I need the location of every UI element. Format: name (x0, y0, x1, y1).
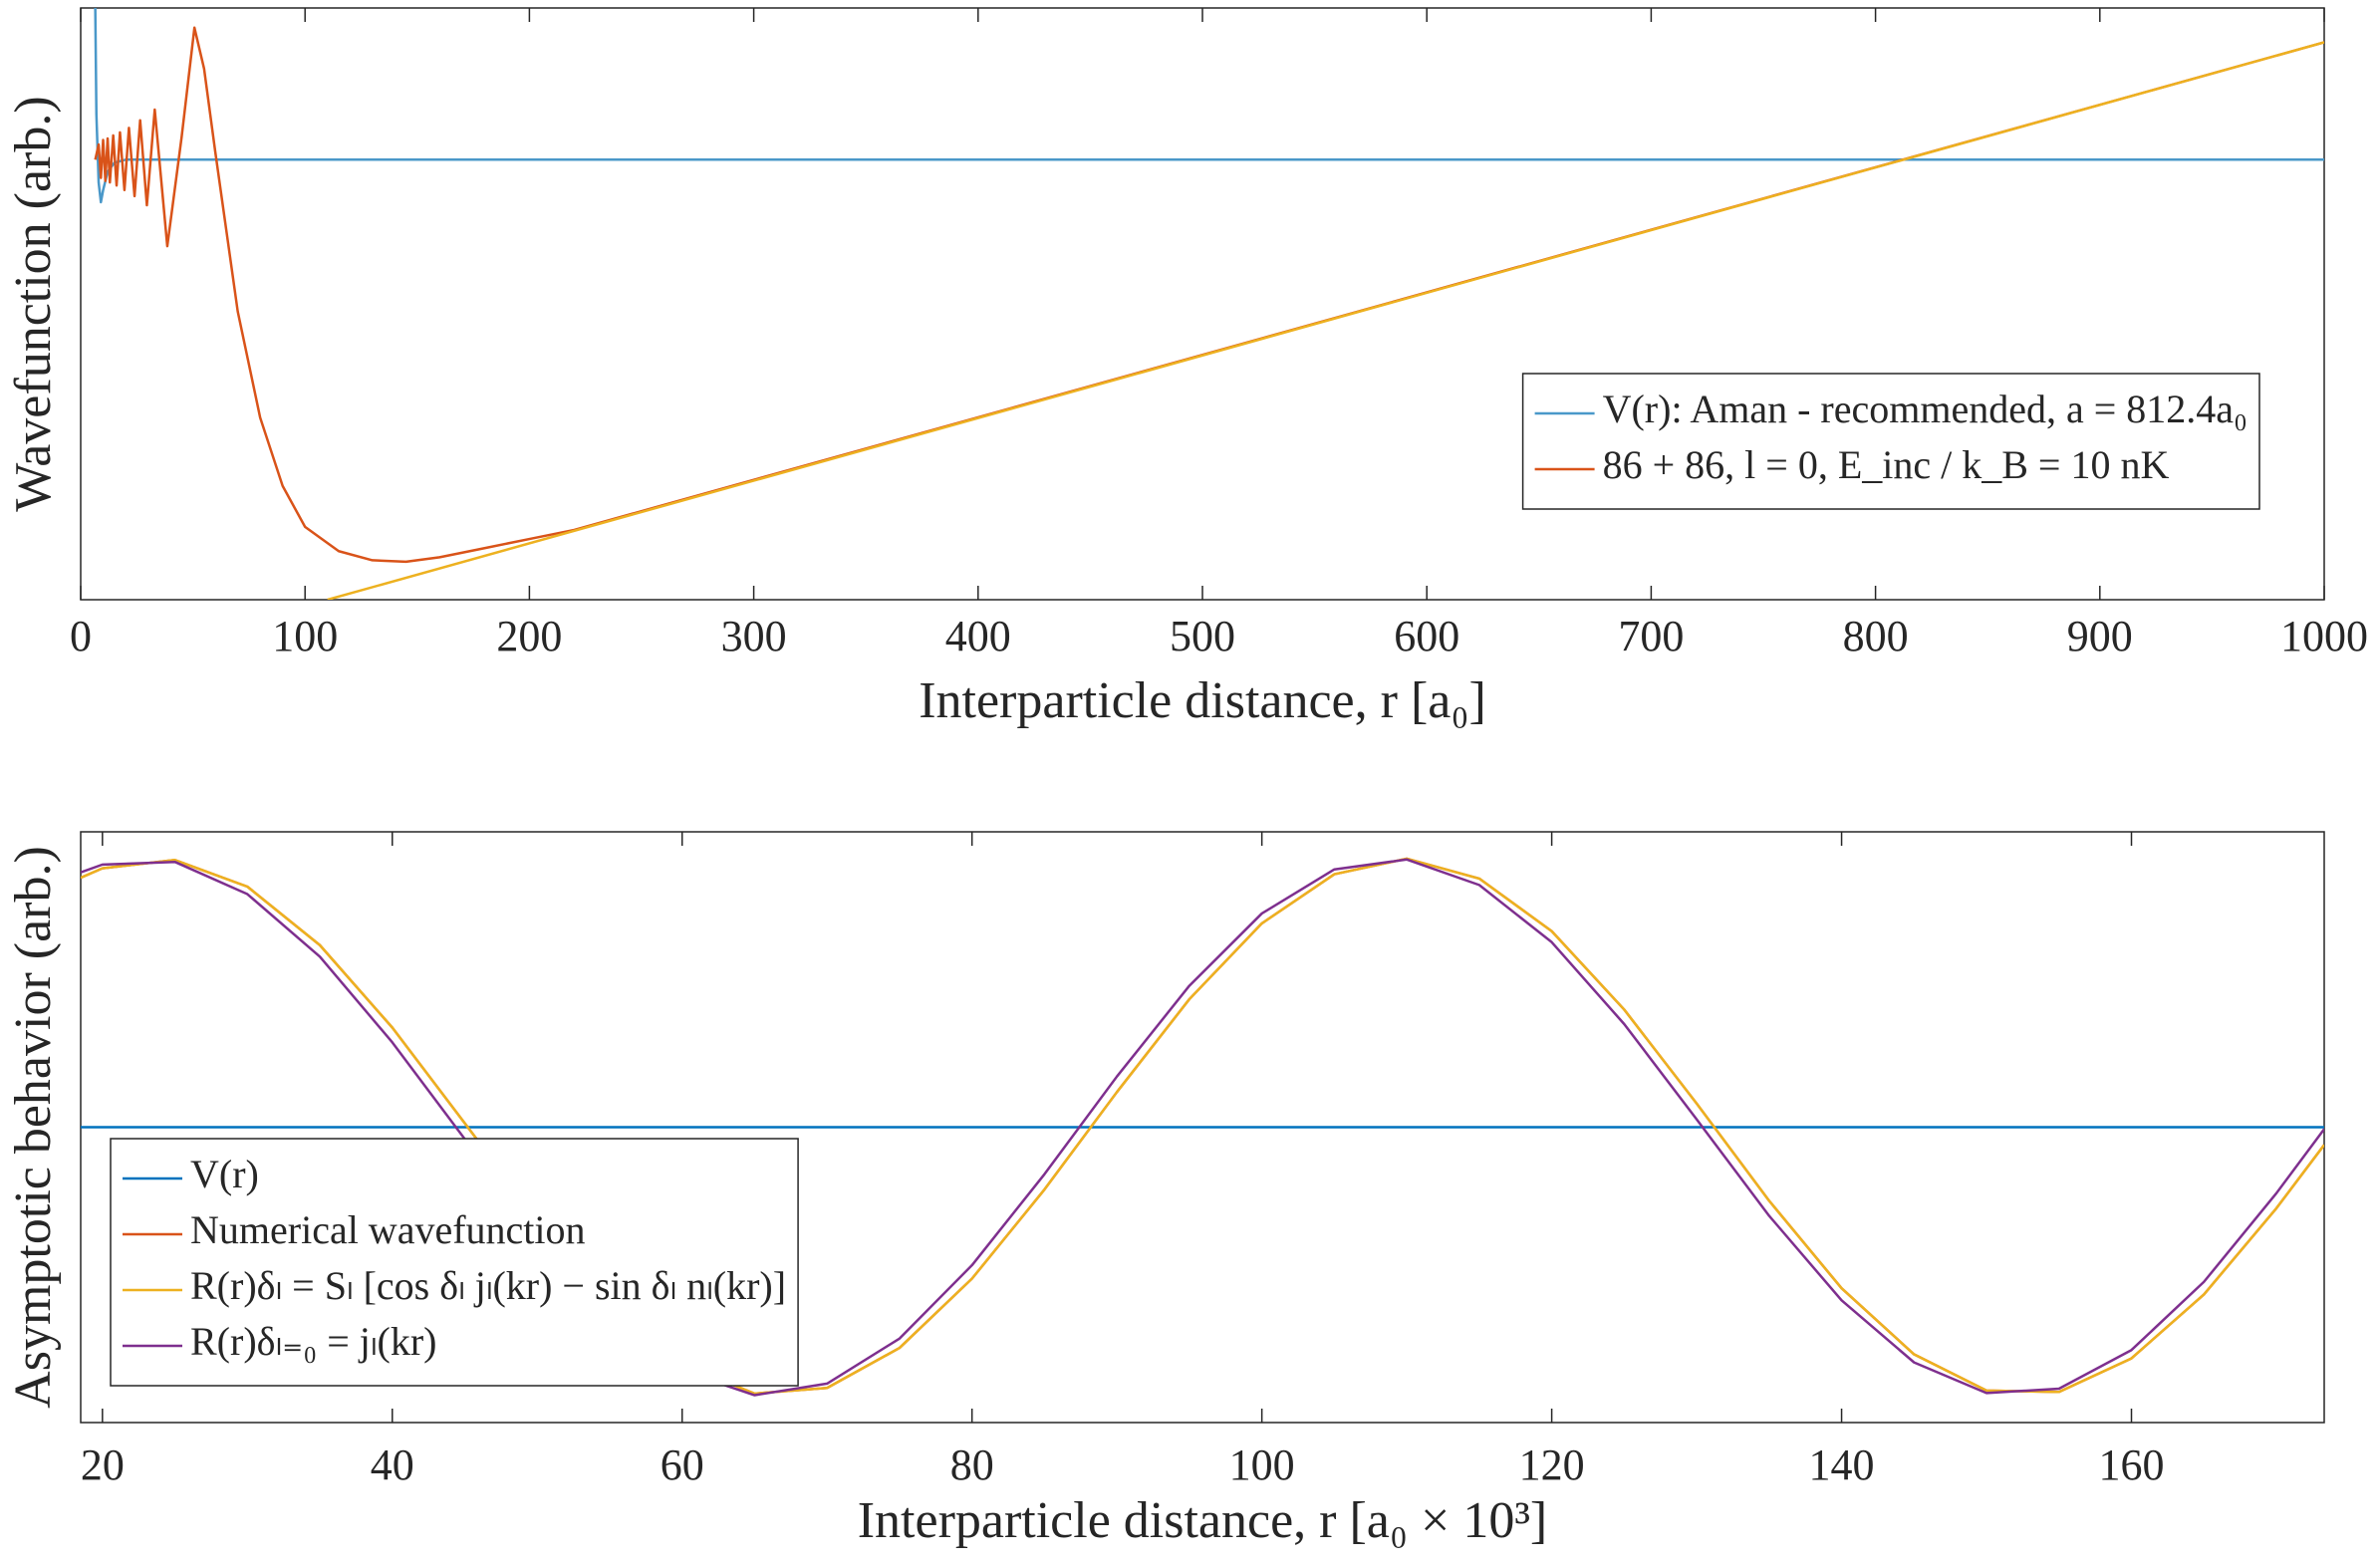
plot-area (80, 7, 2325, 601)
legend-label: 86 + 86, l = 0, E_inc / k_B = 10 nK (1603, 442, 2170, 487)
x-tick-label: 100 (272, 612, 338, 660)
series-group (81, 857, 2324, 1397)
y-axis-label: Asymptotic behavior (arb.) (5, 846, 62, 1409)
data-line (81, 858, 2324, 1397)
x-tick-label: 200 (496, 612, 562, 660)
x-tick-label: 400 (945, 612, 1011, 660)
legend-label: Numerical wavefunction (190, 1207, 586, 1252)
legend: V(r) Numerical wavefunction R(r)δₗ = Sₗ [c… (110, 1138, 799, 1387)
x-tick-label: 100 (1229, 1440, 1295, 1489)
legend: V(r): Aman - recommended, a = 812.4a₀ 86 … (1521, 373, 2260, 510)
legend-box (110, 1138, 799, 1387)
x-tick-label: 140 (1809, 1440, 1875, 1489)
x-tick-label: 20 (81, 1440, 125, 1489)
x-tick-label: 0 (70, 612, 92, 660)
x-tick-label: 700 (1618, 612, 1684, 660)
x-tick-label: 600 (1394, 612, 1459, 660)
x-tick-label: 160 (2099, 1440, 2165, 1489)
legend-label: R(r)δₗ = Sₗ [cos δₗ jₗ(kr) − sin δₗ nₗ(k… (190, 1263, 786, 1308)
data-line (81, 857, 2324, 1396)
data-line (94, 26, 2324, 564)
x-axis-label: Interparticle distance, r [a₀ × 10³] (858, 1492, 1548, 1549)
x-tick-label: 80 (950, 1440, 994, 1489)
y-axis-label: Wavefunction (arb.) (5, 96, 62, 511)
x-tick-label: 900 (2067, 612, 2133, 660)
legend-label: V(r) (190, 1152, 259, 1196)
series-group (94, 8, 2324, 600)
data-line (327, 41, 2324, 600)
x-tick-label: 1000 (2280, 612, 2368, 660)
legend-label: R(r)δₗ₌₀ = jₗ(kr) (190, 1319, 436, 1364)
x-tick-label: 500 (1170, 612, 1235, 660)
x-tick-label: 300 (721, 612, 787, 660)
legend-label: V(r): Aman - recommended, a = 812.4a₀ (1603, 387, 2248, 431)
x-tick-label: 60 (661, 1440, 704, 1489)
x-axis-label: Interparticle distance, r [a₀] (919, 672, 1486, 729)
x-tick-label: 800 (1843, 612, 1909, 660)
x-tick-label: 120 (1519, 1440, 1585, 1489)
legend-box (1521, 373, 2260, 510)
x-tick-label: 40 (371, 1440, 414, 1489)
